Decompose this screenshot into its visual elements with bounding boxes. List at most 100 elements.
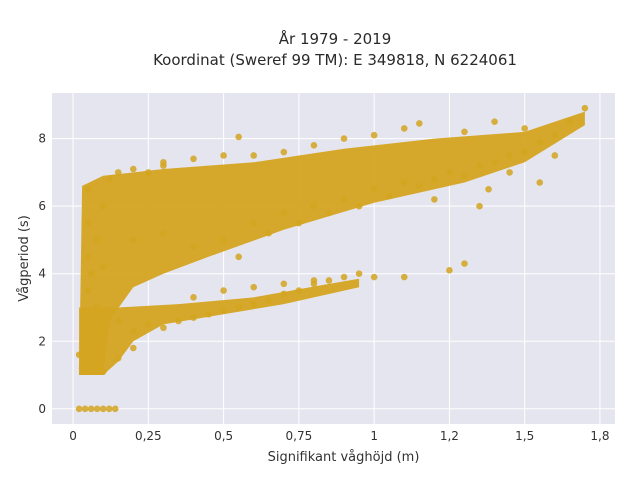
data-point	[190, 314, 197, 321]
data-point	[370, 131, 378, 139]
data-point	[355, 270, 363, 277]
data-point	[190, 294, 197, 301]
data-point	[521, 125, 528, 132]
data-point	[84, 253, 92, 261]
x-tick-label: 0	[69, 429, 77, 443]
chart-title: År 1979 - 2019	[278, 30, 392, 48]
data-point	[536, 138, 544, 146]
upper-band-region	[79, 111, 585, 376]
data-point	[340, 196, 348, 203]
data-point	[99, 331, 107, 338]
y-axis-title: Vågperiod (s)	[17, 215, 32, 302]
data-point	[265, 229, 273, 237]
data-point	[87, 270, 95, 277]
data-point	[536, 179, 544, 186]
data-point	[93, 236, 101, 244]
data-point	[93, 304, 101, 311]
data-point	[385, 192, 393, 200]
data-point	[220, 307, 227, 315]
x-tick-label: 0,75	[286, 429, 313, 443]
data-point	[81, 405, 89, 413]
data-point	[476, 162, 483, 169]
data-point	[84, 321, 92, 328]
data-point	[506, 152, 513, 159]
data-point	[485, 185, 492, 193]
data-point	[190, 243, 197, 250]
data-point	[446, 169, 453, 176]
data-point	[521, 148, 528, 156]
data-point	[129, 236, 137, 244]
data-point	[566, 118, 574, 126]
data-point	[235, 133, 242, 141]
data-point	[84, 185, 92, 193]
data-point	[93, 405, 101, 413]
chart-subtitle: Koordinat (Sweref 99 TM): E 349818, N 62…	[153, 51, 517, 69]
data-point	[551, 152, 559, 159]
data-point	[129, 327, 137, 335]
data-point	[220, 236, 227, 244]
data-point	[280, 290, 288, 298]
data-point	[325, 209, 333, 217]
data-point	[431, 175, 438, 183]
data-point	[280, 280, 288, 288]
data-point	[99, 202, 107, 210]
data-point	[220, 287, 227, 294]
data-point	[446, 267, 453, 274]
data-point	[295, 219, 303, 227]
data-point	[506, 169, 513, 176]
y-tick-label: 2	[38, 334, 46, 348]
data-point	[310, 202, 318, 210]
data-point	[310, 142, 318, 149]
data-point	[491, 118, 498, 126]
data-point	[111, 405, 119, 413]
x-tick-label: 1,2	[440, 429, 459, 443]
data-point	[175, 317, 182, 325]
data-point	[220, 152, 227, 159]
data-density-bands	[79, 111, 585, 376]
data-point	[250, 219, 258, 227]
data-point	[310, 277, 318, 284]
data-point	[99, 405, 107, 413]
y-tick-label: 4	[38, 267, 46, 281]
data-point	[160, 158, 167, 166]
x-tick-label: 1,5	[515, 429, 534, 443]
data-point	[87, 405, 95, 413]
x-axis-title: Signifikant våghöjd (m)	[268, 450, 420, 465]
data-point	[400, 273, 408, 281]
data-point	[78, 364, 86, 372]
data-point	[551, 131, 559, 139]
data-point	[75, 351, 83, 359]
data-point	[93, 361, 101, 369]
data-point	[145, 169, 152, 176]
data-point	[75, 405, 83, 413]
data-point	[476, 202, 483, 210]
data-point	[370, 273, 378, 281]
data-point	[340, 273, 348, 281]
data-point	[431, 196, 438, 203]
data-point	[145, 321, 152, 328]
data-point	[105, 405, 113, 413]
data-point	[461, 172, 468, 180]
data-point	[99, 368, 107, 375]
data-point	[280, 209, 288, 217]
data-point	[105, 175, 113, 183]
y-tick-label: 6	[38, 199, 46, 213]
x-tick-label: 1,8	[590, 429, 609, 443]
data-point	[99, 263, 107, 271]
data-point	[250, 300, 258, 308]
y-tick-label: 8	[38, 132, 46, 146]
y-tick-label: 0	[38, 402, 46, 416]
data-point	[461, 128, 468, 136]
data-point	[400, 125, 408, 132]
x-tick-label: 1	[370, 429, 378, 443]
data-point	[325, 277, 333, 284]
data-point	[355, 202, 363, 210]
data-point	[114, 317, 122, 325]
data-point	[160, 229, 167, 237]
data-point	[84, 219, 92, 227]
tick-labels: 0 0,25 0,5 0,75 1 1,2 1,5 1,8 0 2 4 6 8	[38, 132, 609, 443]
data-point	[114, 169, 122, 176]
data-point	[205, 310, 212, 318]
